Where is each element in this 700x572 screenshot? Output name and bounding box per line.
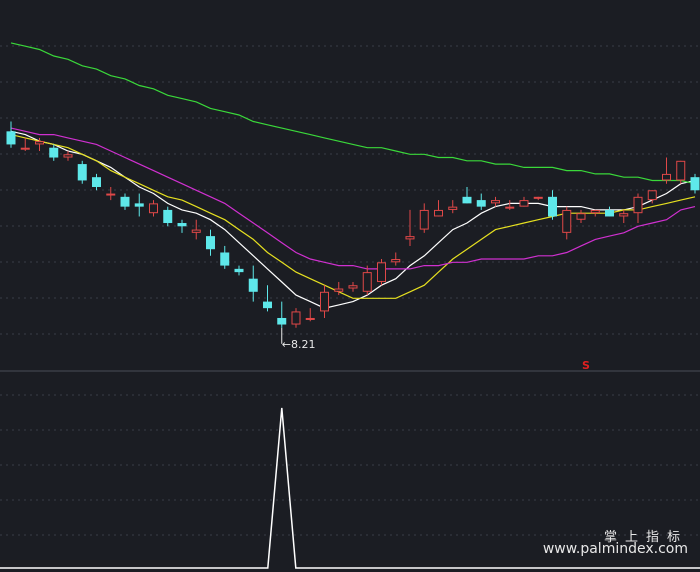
candle-body	[505, 206, 515, 209]
candle-body	[519, 200, 529, 207]
candle-body	[476, 200, 486, 207]
candle-body	[206, 236, 215, 250]
candle-body	[605, 209, 614, 217]
candle-body	[377, 262, 386, 282]
candle-body	[35, 141, 44, 145]
candle-body	[6, 131, 16, 145]
watermark-url: www.palmindex.com	[542, 541, 688, 557]
candle-body	[633, 196, 643, 214]
candle-body	[348, 285, 358, 289]
signal-marker: S	[582, 359, 590, 372]
moving-average-line	[10, 130, 696, 309]
candle-body	[149, 203, 158, 214]
candle-body	[77, 164, 87, 181]
candle-body	[448, 206, 458, 210]
candle-body	[49, 147, 59, 158]
candle-body	[191, 229, 201, 233]
candle-body	[120, 196, 130, 207]
candle-body	[177, 223, 187, 227]
candle-body	[263, 301, 272, 309]
candle-body	[248, 278, 258, 292]
candle-body	[291, 311, 301, 325]
indicator-line	[0, 407, 700, 569]
candle-body	[462, 196, 472, 204]
candle-body	[320, 291, 329, 312]
candle-body	[662, 173, 671, 181]
candle-body	[647, 190, 657, 201]
moving-average-line	[10, 134, 696, 299]
candle-body	[405, 236, 415, 240]
candle-body	[277, 317, 287, 325]
candle-body	[576, 213, 586, 220]
candle-body	[434, 209, 443, 217]
candle-body	[590, 209, 600, 214]
low-price-label: ←8.21	[282, 338, 316, 351]
candle-body	[533, 196, 543, 199]
candle-body	[491, 200, 500, 204]
candle-body	[676, 160, 686, 181]
candle-body	[20, 147, 30, 150]
candle-body	[106, 193, 116, 196]
candle-body	[391, 259, 401, 263]
candle-body	[92, 177, 101, 187]
candle-body	[690, 177, 700, 191]
moving-average-line	[10, 127, 696, 270]
candle-body	[220, 252, 230, 266]
candle-body	[419, 209, 429, 230]
candle-body	[619, 213, 629, 217]
candle-body	[63, 154, 73, 158]
moving-average-line	[10, 42, 696, 185]
candle-body	[163, 209, 173, 224]
candle-body	[362, 272, 372, 292]
candle-body	[134, 203, 144, 207]
candle-body	[234, 268, 244, 273]
candle-body	[562, 209, 572, 233]
candle-body	[334, 288, 344, 292]
candle-body	[305, 317, 315, 320]
watermark-title: 掌上指标	[603, 530, 688, 545]
candle-body	[548, 196, 557, 217]
